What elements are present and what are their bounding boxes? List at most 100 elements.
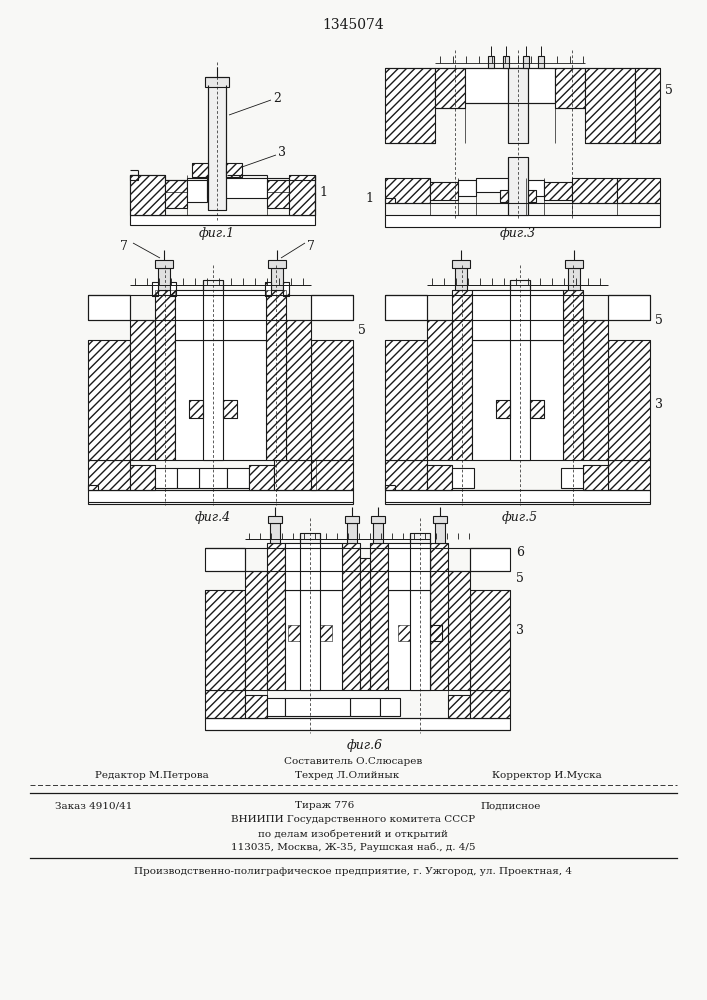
Bar: [508, 68, 528, 143]
Bar: [265, 282, 271, 296]
Bar: [267, 180, 289, 208]
Bar: [205, 690, 245, 718]
Bar: [608, 460, 650, 490]
Bar: [130, 320, 155, 460]
Text: 7: 7: [120, 239, 128, 252]
Text: фиг.3: фиг.3: [500, 227, 536, 239]
Bar: [385, 68, 435, 143]
Bar: [342, 543, 360, 690]
Bar: [410, 533, 430, 690]
Bar: [311, 340, 353, 460]
Bar: [388, 590, 430, 690]
Bar: [398, 625, 410, 641]
Bar: [470, 548, 510, 571]
Bar: [528, 190, 536, 202]
Bar: [510, 280, 530, 460]
Bar: [311, 460, 353, 490]
Bar: [286, 320, 311, 460]
Bar: [583, 465, 608, 490]
Bar: [472, 340, 563, 460]
Bar: [388, 543, 430, 590]
Bar: [617, 178, 660, 203]
Bar: [385, 68, 435, 143]
Bar: [208, 85, 226, 210]
Bar: [448, 695, 470, 718]
Bar: [360, 558, 370, 690]
Bar: [203, 280, 223, 460]
Bar: [88, 340, 130, 460]
Bar: [583, 320, 608, 460]
Bar: [165, 180, 187, 208]
Bar: [177, 468, 199, 488]
Bar: [496, 400, 510, 418]
Text: 6: 6: [516, 546, 524, 560]
Bar: [266, 290, 286, 460]
Bar: [267, 543, 285, 690]
Bar: [245, 571, 267, 690]
Bar: [175, 340, 266, 460]
Bar: [187, 180, 207, 202]
Bar: [427, 320, 452, 460]
Bar: [130, 175, 165, 215]
Bar: [572, 178, 617, 203]
Bar: [530, 400, 544, 418]
Bar: [88, 340, 130, 460]
Text: 3: 3: [278, 146, 286, 159]
Bar: [289, 175, 315, 215]
Bar: [189, 400, 203, 418]
Text: 1: 1: [319, 186, 327, 198]
Text: Техред Л.Олийнык: Техред Л.Олийнык: [295, 772, 399, 780]
Bar: [223, 400, 237, 418]
Bar: [360, 558, 370, 690]
Bar: [370, 543, 388, 690]
Text: Подписное: Подписное: [480, 802, 540, 810]
Bar: [508, 157, 528, 215]
Bar: [88, 460, 130, 490]
Bar: [249, 465, 274, 490]
Bar: [373, 523, 383, 543]
Bar: [274, 460, 316, 490]
Bar: [320, 625, 332, 641]
Bar: [448, 571, 470, 690]
Bar: [130, 175, 138, 180]
Bar: [283, 282, 289, 296]
Bar: [199, 468, 227, 488]
Bar: [430, 543, 448, 690]
Bar: [274, 460, 316, 490]
Bar: [320, 625, 332, 641]
Text: Составитель О.Слюсарев: Составитель О.Слюсарев: [284, 758, 422, 766]
Bar: [311, 295, 353, 320]
Bar: [433, 516, 447, 523]
Bar: [561, 468, 583, 488]
Bar: [496, 400, 510, 418]
Text: 5: 5: [358, 324, 366, 336]
Bar: [205, 718, 510, 730]
Bar: [435, 523, 445, 543]
Bar: [155, 260, 173, 268]
Bar: [370, 543, 388, 690]
Bar: [152, 282, 158, 296]
Bar: [249, 465, 274, 490]
Text: фиг.1: фиг.1: [199, 227, 235, 239]
Text: 113035, Москва, Ж-35, Раушская наб., д. 4/5: 113035, Москва, Ж-35, Раушская наб., д. …: [230, 842, 475, 852]
Bar: [283, 282, 289, 296]
Bar: [503, 56, 509, 68]
Bar: [458, 180, 476, 196]
Bar: [585, 68, 635, 143]
Bar: [350, 698, 380, 716]
Bar: [470, 690, 510, 718]
Bar: [300, 533, 320, 690]
Bar: [385, 340, 427, 460]
Bar: [427, 320, 452, 460]
Text: фиг.6: фиг.6: [347, 738, 383, 752]
Bar: [155, 468, 177, 488]
Bar: [155, 290, 175, 460]
Bar: [371, 516, 385, 523]
Bar: [385, 460, 427, 490]
Bar: [288, 625, 300, 641]
Bar: [617, 178, 660, 203]
Bar: [563, 290, 583, 460]
Bar: [563, 290, 583, 460]
Bar: [88, 490, 353, 504]
Text: 5: 5: [665, 84, 673, 97]
